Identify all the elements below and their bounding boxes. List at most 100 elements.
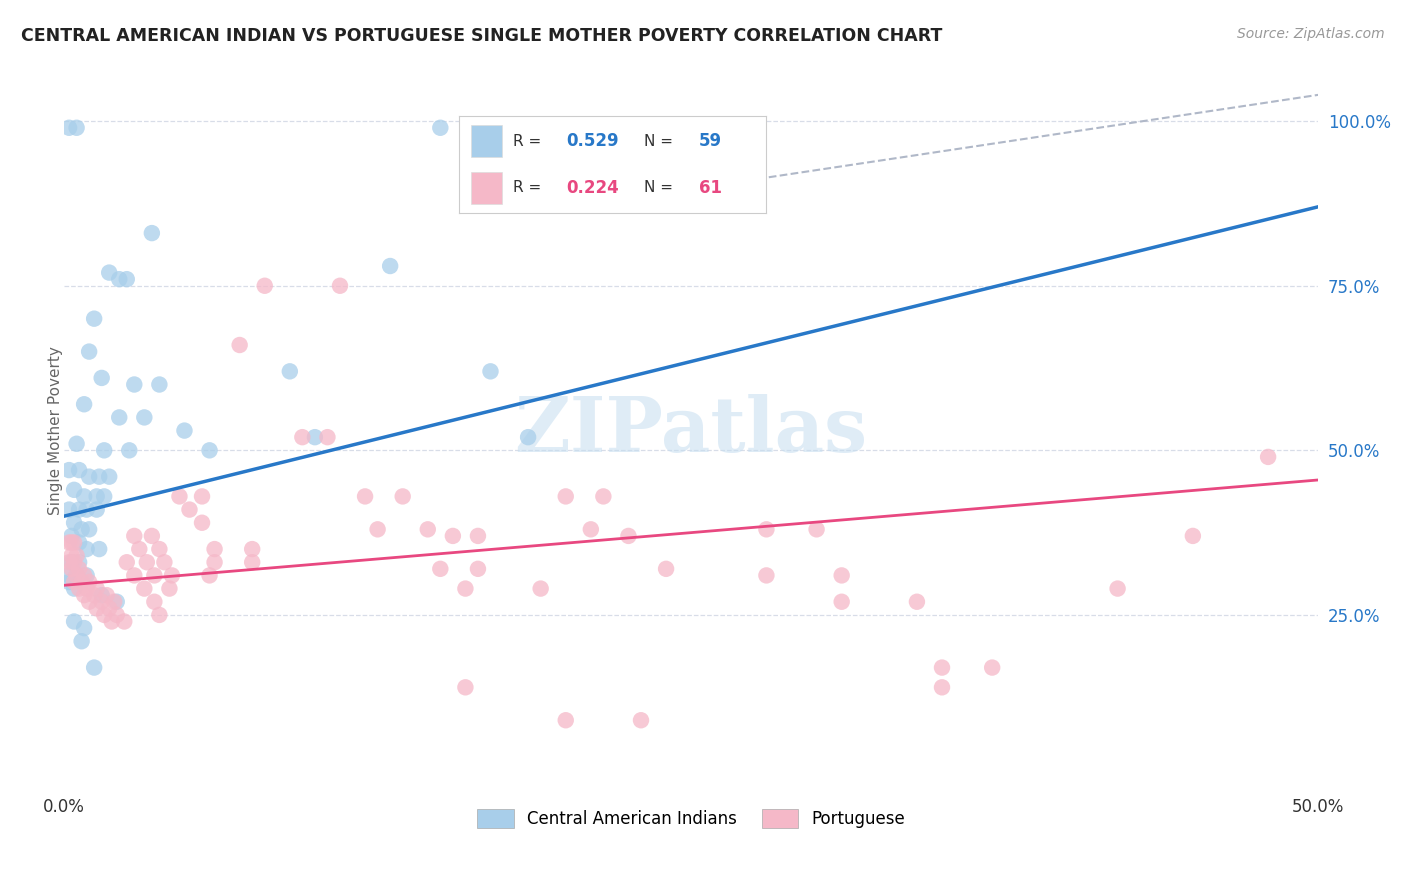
Point bbox=[479, 364, 502, 378]
Point bbox=[63, 535, 86, 549]
Point bbox=[63, 516, 86, 530]
Point bbox=[105, 607, 128, 622]
Point bbox=[67, 555, 90, 569]
Point bbox=[67, 463, 90, 477]
Point bbox=[240, 555, 263, 569]
Point bbox=[316, 430, 339, 444]
Point bbox=[134, 582, 156, 596]
Point bbox=[124, 529, 146, 543]
Point bbox=[378, 259, 401, 273]
Point bbox=[96, 588, 118, 602]
Point bbox=[86, 582, 108, 596]
Point bbox=[58, 463, 80, 477]
Point bbox=[83, 311, 105, 326]
Point bbox=[228, 338, 250, 352]
Point bbox=[354, 490, 377, 504]
Point bbox=[65, 549, 87, 563]
Point bbox=[70, 522, 93, 536]
Point bbox=[77, 469, 100, 483]
Point bbox=[148, 542, 170, 557]
Point bbox=[429, 562, 451, 576]
Point bbox=[98, 601, 121, 615]
Point bbox=[831, 568, 853, 582]
Point bbox=[329, 278, 352, 293]
Point bbox=[98, 266, 121, 280]
Point bbox=[65, 568, 87, 582]
Point bbox=[86, 490, 108, 504]
Point bbox=[58, 535, 80, 549]
Point bbox=[198, 443, 221, 458]
Point bbox=[60, 562, 83, 576]
Point bbox=[58, 574, 80, 589]
Point bbox=[112, 615, 135, 629]
Point bbox=[83, 660, 105, 674]
Point bbox=[89, 469, 111, 483]
Point bbox=[115, 272, 138, 286]
Legend: Central American Indians, Portuguese: Central American Indians, Portuguese bbox=[470, 803, 912, 835]
Point bbox=[141, 529, 163, 543]
Point bbox=[98, 469, 121, 483]
Point bbox=[173, 424, 195, 438]
Point bbox=[128, 542, 150, 557]
Point bbox=[105, 595, 128, 609]
Point bbox=[467, 529, 489, 543]
Point bbox=[60, 555, 83, 569]
Text: ZIPatlas: ZIPatlas bbox=[515, 393, 868, 467]
Point bbox=[60, 529, 83, 543]
Point bbox=[76, 568, 98, 582]
Point bbox=[1257, 450, 1279, 464]
Point bbox=[108, 272, 131, 286]
Point bbox=[58, 120, 80, 135]
Point bbox=[1107, 582, 1129, 596]
Point bbox=[204, 542, 226, 557]
Point bbox=[67, 562, 90, 576]
Point bbox=[157, 582, 180, 596]
Point bbox=[67, 502, 90, 516]
Point bbox=[931, 660, 953, 674]
Point bbox=[77, 574, 100, 589]
Point bbox=[100, 615, 122, 629]
Point bbox=[86, 502, 108, 516]
Text: Source: ZipAtlas.com: Source: ZipAtlas.com bbox=[1237, 27, 1385, 41]
Point bbox=[191, 516, 214, 530]
Point bbox=[143, 568, 166, 582]
Point bbox=[579, 522, 602, 536]
Point bbox=[76, 542, 98, 557]
Point bbox=[65, 568, 87, 582]
Point bbox=[630, 713, 652, 727]
Point bbox=[755, 568, 778, 582]
Point bbox=[831, 595, 853, 609]
Point bbox=[63, 483, 86, 497]
Point bbox=[655, 562, 678, 576]
Point bbox=[90, 595, 112, 609]
Point bbox=[416, 522, 439, 536]
Point bbox=[981, 660, 1004, 674]
Point bbox=[278, 364, 301, 378]
Point bbox=[441, 529, 464, 543]
Point bbox=[90, 588, 112, 602]
Point bbox=[73, 490, 96, 504]
Point bbox=[86, 601, 108, 615]
Point bbox=[148, 377, 170, 392]
Point bbox=[253, 278, 276, 293]
Point bbox=[76, 582, 98, 596]
Point bbox=[153, 555, 176, 569]
Point bbox=[530, 582, 553, 596]
Point bbox=[304, 430, 326, 444]
Point bbox=[148, 607, 170, 622]
Text: CENTRAL AMERICAN INDIAN VS PORTUGUESE SINGLE MOTHER POVERTY CORRELATION CHART: CENTRAL AMERICAN INDIAN VS PORTUGUESE SI… bbox=[21, 27, 942, 45]
Point bbox=[198, 568, 221, 582]
Point bbox=[617, 529, 640, 543]
Point bbox=[60, 549, 83, 563]
Point bbox=[63, 582, 86, 596]
Point bbox=[240, 542, 263, 557]
Point bbox=[391, 490, 413, 504]
Point bbox=[134, 410, 156, 425]
Point bbox=[73, 397, 96, 411]
Point bbox=[204, 555, 226, 569]
Point bbox=[67, 535, 90, 549]
Point bbox=[83, 588, 105, 602]
Point bbox=[90, 371, 112, 385]
Point bbox=[592, 490, 614, 504]
Point bbox=[554, 713, 576, 727]
